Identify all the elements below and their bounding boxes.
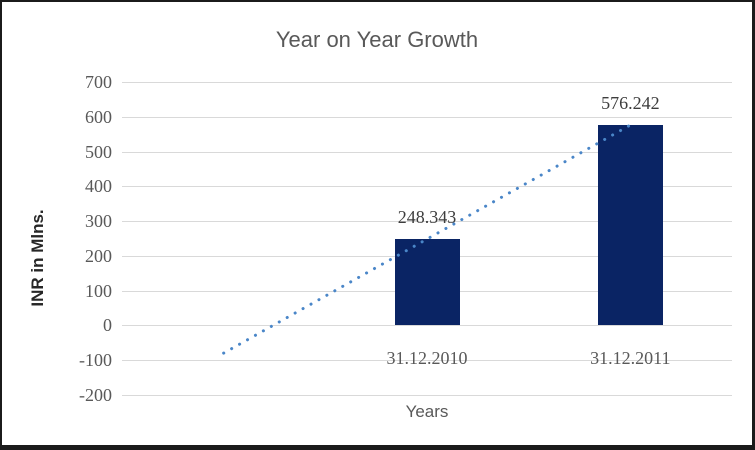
y-tick-label: 300 — [85, 211, 112, 232]
y-gridline — [122, 360, 732, 362]
y-gridline — [122, 325, 732, 327]
y-tick-label: -200 — [79, 385, 112, 405]
y-gridline — [122, 82, 732, 83]
y-gridline — [122, 395, 732, 396]
y-tick-label: 600 — [85, 106, 112, 127]
bar — [394, 239, 460, 326]
y-tick-label: -100 — [79, 350, 112, 371]
y-tick-label: 700 — [85, 72, 112, 92]
bar — [597, 125, 663, 326]
category-label: 31.12.2011 — [590, 348, 671, 368]
y-tick-label: 100 — [85, 280, 112, 301]
bar-data-label: 248.343 — [397, 207, 457, 228]
y-tick-label: 500 — [85, 141, 112, 162]
y-tick-label: 400 — [85, 176, 112, 197]
x-axis-title: Years — [405, 402, 449, 421]
y-gridline — [122, 116, 732, 118]
y-tick-label: 200 — [85, 245, 112, 266]
y-tick-label: 0 — [103, 315, 112, 336]
bar-data-label: 576.242 — [601, 93, 660, 114]
chart-title: Year on Year Growth — [275, 27, 479, 52]
category-label: 31.12.2010 — [386, 348, 468, 368]
